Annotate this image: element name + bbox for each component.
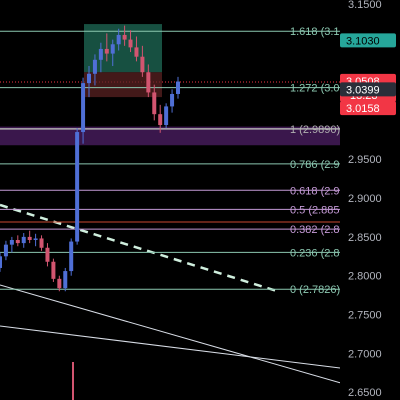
- price-tag: [340, 33, 396, 48]
- candle: [116, 34, 121, 45]
- y-tick-label: 3.1500: [348, 0, 382, 11]
- y-tick-label: 2.9500: [348, 154, 382, 166]
- candle: [134, 47, 139, 57]
- trend-lines: [0, 81, 400, 400]
- candle: [63, 271, 68, 289]
- fib-levels: 1.618 (3.1 1.272 (3.0 1 (2.9890) 0.786 (2.9…: [0, 24, 340, 296]
- target-box: [84, 24, 162, 73]
- fib-label-1.618: 1.618 (3.1: [290, 26, 340, 38]
- fib-label-0.236: 0.236 (2.8: [290, 247, 340, 259]
- candle: [152, 92, 157, 115]
- y-tick-label: 2.7000: [348, 348, 382, 360]
- candle: [75, 132, 80, 242]
- trend-line: [0, 325, 341, 369]
- price-tag: [340, 82, 396, 97]
- candle: [104, 48, 109, 54]
- candle: [122, 34, 127, 40]
- candle: [146, 72, 151, 93]
- fib-label-0.382: 0.382 (2.8: [290, 224, 340, 236]
- candle: [87, 73, 91, 84]
- candle: [170, 93, 175, 107]
- candle: [81, 83, 86, 133]
- y-tick-label: 2.8500: [348, 232, 382, 244]
- fib-label-0.618: 0.618 (2.9: [290, 185, 340, 197]
- candle: [33, 238, 38, 240]
- candle: [158, 114, 163, 126]
- y-tick-label: 2.8000: [348, 271, 382, 283]
- candle: [57, 278, 62, 289]
- trend-line: [0, 284, 400, 400]
- fib-label-0.786: 0.786 (2.9: [290, 159, 340, 171]
- price-axis: 3.1500 2.9500 2.9000 2.8500 2.8000 2.7500 2.70…: [340, 0, 400, 400]
- candle: [140, 56, 145, 73]
- candle: [3, 244, 8, 257]
- price-tag-label: 3.0158: [346, 103, 380, 115]
- candle: [110, 44, 115, 54]
- y-tick-label: 2.9000: [348, 193, 382, 205]
- price-tag: [340, 101, 396, 116]
- candle: [98, 48, 103, 60]
- fib-label-1: 1 (2.9890): [290, 124, 340, 136]
- candle: [21, 236, 26, 244]
- candle: [128, 39, 133, 48]
- fib-label-0: 0 (2.7826): [290, 284, 340, 296]
- y-tick-label: 2.7500: [348, 310, 382, 322]
- candle: [45, 247, 50, 262]
- y-tick-label: 2.6500: [348, 387, 382, 399]
- candles: [0, 25, 180, 400]
- candle: [0, 256, 2, 268]
- fib-label-1.272: 1.272 (3.0: [290, 83, 340, 95]
- candle: [51, 261, 56, 279]
- candle: [92, 59, 97, 74]
- candle: [15, 240, 20, 244]
- candle: [39, 238, 44, 248]
- axis-background: [340, 0, 400, 400]
- candle: [176, 81, 180, 94]
- candle: [27, 236, 32, 240]
- price-tag-label: 3.1030: [346, 35, 380, 47]
- dashed-trend-line: [0, 203, 281, 294]
- candle: [69, 241, 74, 272]
- price-tag-label: 3.0399: [346, 84, 380, 96]
- fib-label-0.5: 0.5 (2.885: [290, 204, 340, 216]
- candle: [164, 106, 169, 126]
- candle: [9, 240, 14, 245]
